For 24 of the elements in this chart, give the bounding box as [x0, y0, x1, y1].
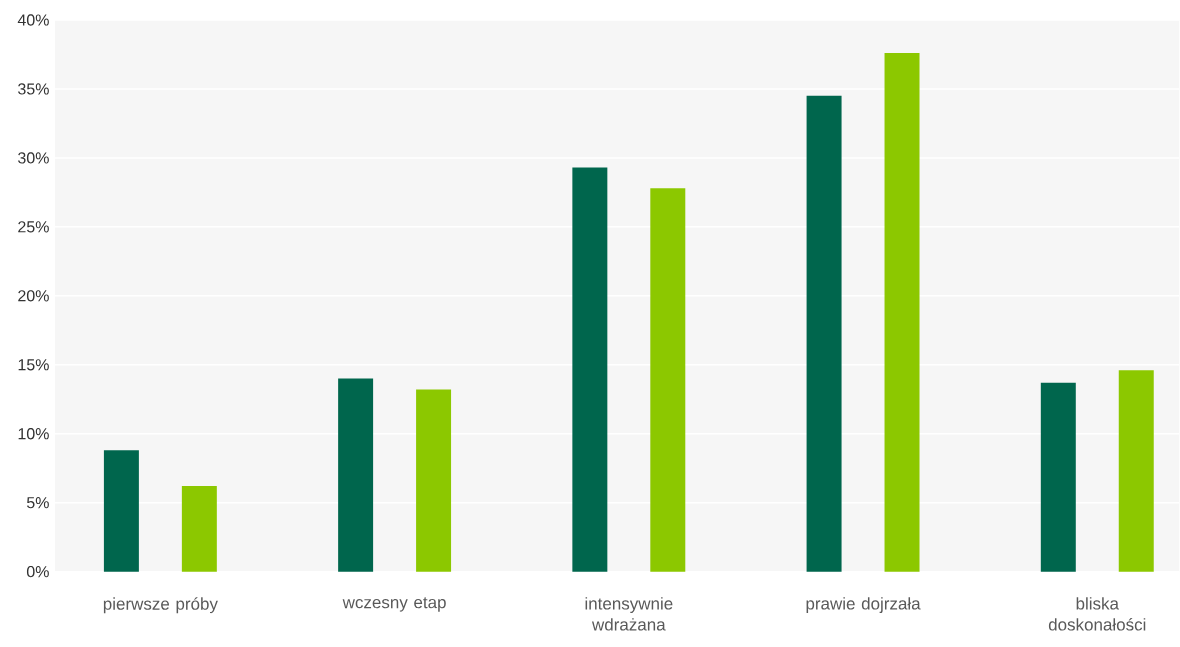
bar [1118, 370, 1154, 572]
y-tick-label: 40% [17, 14, 49, 26]
y-tick-label: 30% [18, 152, 49, 164]
bar [806, 96, 842, 572]
y-tick-label: 5% [26, 497, 49, 509]
bar [884, 53, 920, 572]
bar [572, 167, 608, 572]
bar [1040, 382, 1076, 572]
bar [338, 378, 374, 572]
x-tick-label: bliska doskonałości [1048, 597, 1146, 631]
bar [103, 450, 139, 572]
bar [181, 486, 217, 572]
y-tick-label: 20% [18, 290, 49, 302]
y-tick-label: 25% [18, 221, 49, 233]
bar [416, 389, 452, 572]
x-tick-label: prawie dojrzała [806, 597, 921, 614]
y-tick-label: 15% [18, 359, 49, 371]
x-tick-label: intensywnie wdrażana [585, 597, 673, 631]
x-tick-label: wczesny etap [342, 597, 446, 612]
y-tick-label: 0% [26, 566, 49, 578]
y-tick-label: 35% [18, 83, 49, 95]
x-tick-label: pierwsze próby [103, 597, 218, 614]
bar [650, 188, 686, 572]
y-tick-label: 10% [18, 428, 49, 440]
